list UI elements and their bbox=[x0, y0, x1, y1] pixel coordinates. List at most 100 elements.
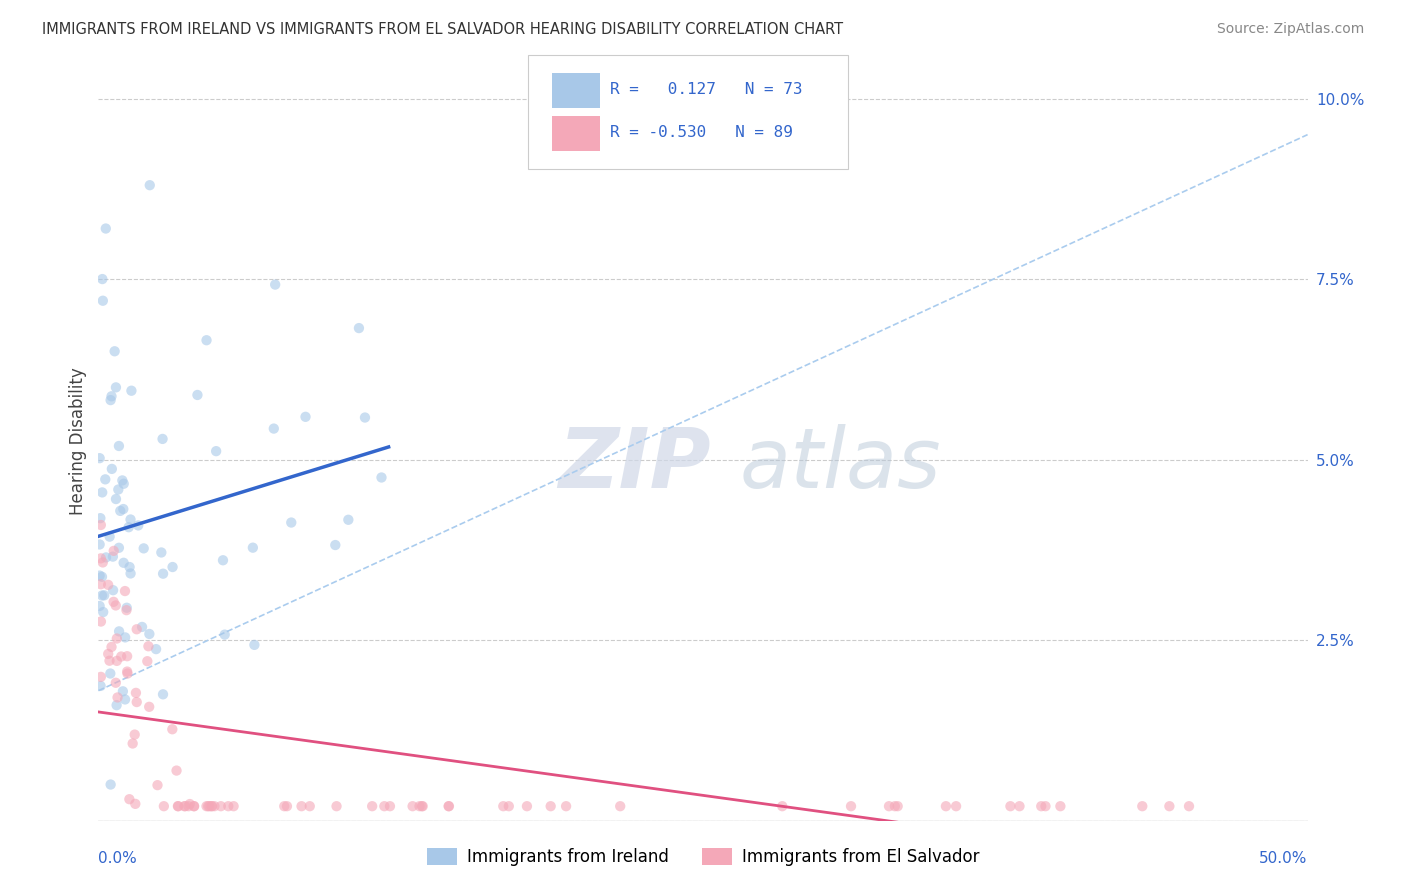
Point bbox=[127, 518, 149, 533]
Point bbox=[112, 476, 135, 491]
Point bbox=[114, 692, 136, 706]
Point bbox=[437, 799, 460, 814]
Point bbox=[112, 502, 135, 516]
Point bbox=[94, 550, 117, 565]
Point bbox=[205, 444, 228, 458]
Text: atlas: atlas bbox=[740, 424, 941, 505]
Point bbox=[100, 778, 122, 792]
Point bbox=[173, 799, 195, 814]
Point bbox=[108, 624, 131, 639]
Point bbox=[152, 687, 174, 701]
Point bbox=[115, 600, 138, 615]
Point bbox=[325, 799, 347, 814]
Point bbox=[89, 599, 111, 613]
Point bbox=[214, 627, 236, 641]
Point bbox=[139, 178, 162, 193]
Point bbox=[1035, 799, 1057, 814]
Point bbox=[877, 799, 900, 814]
Point bbox=[146, 778, 169, 792]
Point bbox=[242, 541, 264, 555]
Point bbox=[125, 622, 148, 636]
Point bbox=[118, 520, 141, 534]
Point bbox=[91, 485, 114, 500]
Point bbox=[347, 321, 370, 335]
Point bbox=[132, 541, 155, 556]
Point bbox=[370, 470, 392, 484]
Point bbox=[90, 577, 112, 591]
Point bbox=[540, 799, 562, 814]
Point bbox=[411, 799, 433, 814]
Point bbox=[152, 566, 174, 581]
Point bbox=[103, 595, 125, 609]
Point bbox=[294, 409, 316, 424]
Point bbox=[108, 541, 131, 555]
Point bbox=[183, 799, 205, 814]
Legend: Immigrants from Ireland, Immigrants from El Salvador: Immigrants from Ireland, Immigrants from… bbox=[420, 841, 986, 873]
Point bbox=[153, 799, 176, 814]
Point bbox=[103, 544, 125, 558]
Point bbox=[323, 538, 346, 552]
Point bbox=[91, 556, 114, 570]
Point bbox=[935, 799, 957, 814]
Point bbox=[1178, 799, 1201, 814]
Point bbox=[131, 620, 153, 634]
Point bbox=[264, 277, 287, 292]
Point bbox=[101, 549, 124, 564]
Point bbox=[195, 799, 218, 814]
Point bbox=[437, 799, 460, 814]
Point bbox=[89, 511, 111, 525]
Point bbox=[883, 799, 905, 814]
Point bbox=[162, 560, 184, 574]
Y-axis label: Hearing Disability: Hearing Disability bbox=[69, 368, 87, 516]
Point bbox=[290, 799, 312, 814]
Point bbox=[115, 649, 138, 664]
Point bbox=[100, 640, 122, 654]
Point bbox=[107, 483, 129, 497]
Text: ZIP: ZIP bbox=[558, 424, 710, 505]
Point bbox=[89, 451, 111, 466]
Point bbox=[101, 583, 124, 598]
Point bbox=[378, 799, 401, 814]
Point bbox=[125, 695, 148, 709]
Point bbox=[1000, 799, 1022, 814]
Point bbox=[198, 799, 221, 814]
Point bbox=[162, 723, 184, 737]
Point bbox=[138, 639, 160, 653]
Point bbox=[204, 799, 226, 814]
Point bbox=[886, 799, 908, 814]
Point bbox=[90, 551, 112, 566]
Point bbox=[93, 588, 115, 602]
Point bbox=[195, 333, 218, 347]
Point bbox=[125, 686, 148, 700]
Point bbox=[105, 632, 128, 646]
Point bbox=[217, 799, 239, 814]
Point bbox=[104, 344, 127, 359]
Point bbox=[298, 799, 321, 814]
Point bbox=[117, 666, 139, 681]
Point bbox=[90, 670, 112, 684]
Point bbox=[183, 799, 205, 814]
FancyBboxPatch shape bbox=[527, 55, 848, 169]
Point bbox=[166, 764, 188, 778]
Point bbox=[115, 603, 138, 617]
Point bbox=[110, 504, 132, 518]
Point bbox=[107, 690, 129, 705]
Point bbox=[104, 599, 127, 613]
Point bbox=[179, 797, 201, 811]
Point bbox=[121, 737, 143, 751]
Point bbox=[104, 675, 127, 690]
Point bbox=[118, 560, 141, 574]
Point bbox=[177, 799, 200, 814]
Point bbox=[120, 512, 142, 526]
Point bbox=[111, 684, 134, 698]
Point bbox=[97, 578, 120, 592]
Point bbox=[174, 799, 197, 814]
Point bbox=[90, 518, 112, 533]
Point bbox=[209, 799, 232, 814]
Point bbox=[104, 380, 127, 394]
Point bbox=[101, 462, 124, 476]
Point bbox=[114, 631, 136, 645]
Point bbox=[111, 474, 134, 488]
Point bbox=[90, 615, 112, 629]
Point bbox=[401, 799, 423, 814]
